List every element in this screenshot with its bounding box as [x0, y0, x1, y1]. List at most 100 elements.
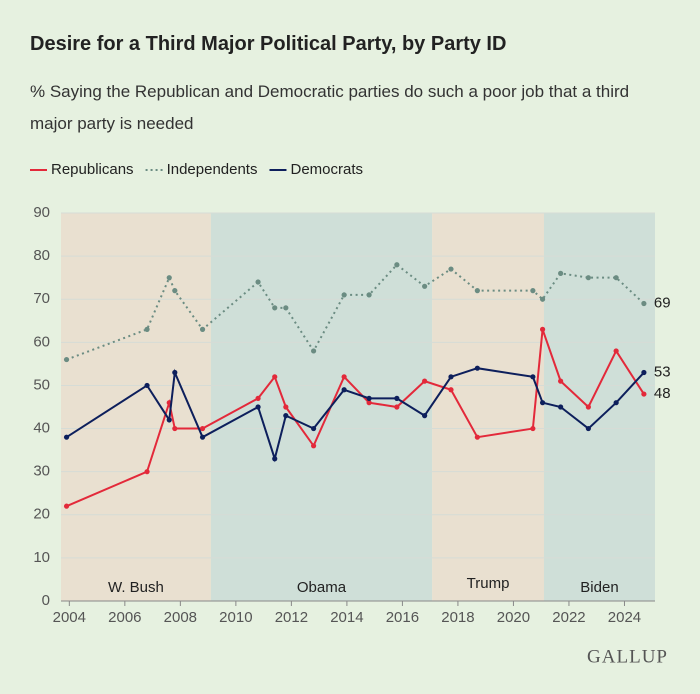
x-tick-label: 2020 — [497, 609, 530, 626]
point — [448, 387, 454, 393]
x-tick-label: 2016 — [386, 609, 419, 626]
source: GALLUP — [587, 646, 668, 667]
period-label: W. Bush — [108, 579, 164, 596]
period-band — [61, 213, 211, 601]
point — [585, 404, 591, 410]
point — [172, 288, 178, 294]
point — [474, 365, 480, 371]
point — [641, 369, 647, 376]
point — [422, 413, 428, 419]
x-tick-label: 2014 — [330, 609, 363, 626]
end-label: 69 — [654, 295, 671, 312]
point — [613, 275, 619, 281]
point — [63, 503, 70, 509]
point — [272, 374, 278, 380]
y-tick-label: 50 — [33, 376, 50, 393]
point — [272, 305, 278, 311]
point — [448, 374, 454, 380]
x-tick-label: 2018 — [441, 609, 474, 626]
point — [255, 404, 261, 410]
legend-label: Republicans — [51, 161, 134, 178]
point — [539, 326, 546, 332]
point — [310, 425, 317, 432]
point — [166, 275, 172, 281]
y-tick-label: 60 — [33, 333, 50, 350]
chart-subtitle: % Saying the Republican and Democratic p… — [30, 82, 630, 133]
point — [63, 356, 70, 363]
point — [199, 326, 206, 332]
x-tick-label: 2004 — [53, 609, 86, 626]
y-tick-label: 0 — [42, 592, 50, 609]
y-tick-label: 10 — [33, 549, 50, 566]
y-tick-label: 90 — [33, 204, 50, 221]
point — [166, 417, 172, 423]
point — [530, 288, 536, 294]
point — [310, 443, 317, 449]
point — [448, 266, 454, 272]
point — [474, 434, 480, 440]
period-label: Biden — [580, 579, 618, 596]
series-line — [66, 263, 645, 361]
point — [613, 348, 619, 354]
point — [585, 425, 591, 432]
point — [272, 456, 278, 462]
point — [283, 413, 289, 419]
point — [255, 395, 261, 401]
x-tick-label: 2010 — [219, 609, 252, 626]
legend-label: Independents — [167, 161, 258, 178]
x-tick-label: 2012 — [275, 609, 308, 626]
point — [172, 369, 178, 376]
point — [366, 292, 372, 298]
point — [172, 425, 178, 432]
point — [422, 378, 428, 384]
point — [394, 395, 400, 401]
point — [341, 292, 347, 298]
point — [366, 395, 372, 401]
point — [310, 348, 317, 354]
end-label: 53 — [654, 363, 671, 380]
y-tick-label: 40 — [33, 420, 50, 437]
point — [63, 434, 70, 440]
point — [530, 374, 536, 380]
point — [539, 400, 546, 406]
point — [394, 404, 400, 410]
x-tick-label: 2024 — [608, 609, 641, 626]
point — [539, 296, 546, 302]
end-label: 48 — [654, 385, 671, 402]
y-tick-label: 80 — [33, 247, 50, 264]
point — [283, 404, 289, 410]
point — [366, 400, 372, 406]
legend-label: Democrats — [290, 161, 363, 178]
point — [474, 288, 480, 294]
x-tick-label: 2006 — [108, 609, 141, 626]
point — [255, 279, 261, 285]
point — [144, 469, 150, 475]
point — [558, 378, 564, 384]
point — [341, 387, 347, 393]
y-tick-label: 30 — [33, 463, 50, 480]
point — [144, 382, 150, 389]
x-tick-label: 2022 — [552, 609, 585, 626]
point — [199, 434, 206, 440]
point — [641, 391, 647, 397]
point — [558, 270, 564, 276]
y-tick-label: 20 — [33, 506, 50, 523]
y-tick-label: 70 — [33, 290, 50, 307]
period-label: Obama — [297, 579, 347, 596]
point — [394, 262, 400, 268]
point — [283, 305, 289, 311]
point — [530, 425, 536, 432]
period-label: Trump — [467, 575, 510, 592]
point — [641, 300, 647, 307]
point — [144, 326, 150, 332]
point — [199, 425, 206, 432]
chart-title: Desire for a Third Major Political Party… — [30, 33, 507, 55]
point — [558, 404, 564, 410]
point — [613, 400, 619, 406]
point — [422, 283, 428, 289]
point — [585, 275, 591, 281]
x-tick-label: 2008 — [164, 609, 197, 626]
period-band — [432, 213, 544, 601]
